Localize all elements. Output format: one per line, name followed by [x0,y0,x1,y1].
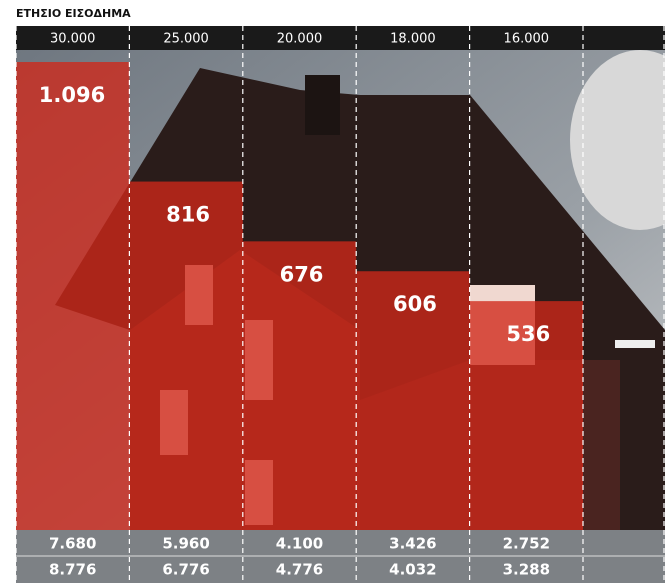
table-cell: 6.776 [162,561,209,579]
header-band [16,26,665,50]
x-tick-label: 20.000 [277,32,323,47]
value-label: 536 [506,322,550,346]
table-cell: 4.032 [389,561,436,579]
value-label: 816 [166,203,210,227]
table-cell: 3.288 [503,561,550,579]
bar [129,182,242,530]
table-cell: 2.752 [503,535,550,553]
chart-title: ΕΤΗΣΙΟ ΕΙΣΟΔΗΜΑ [16,7,131,20]
chart: ΕΤΗΣΙΟ ΕΙΣΟΔΗΜΑ 1.096 30.000 816 25.000 676 2… [0,0,665,583]
table-cell: 7.680 [49,535,96,553]
table-cell: 8.776 [49,561,96,579]
value-label: 676 [280,262,324,286]
value-label: 1.096 [39,83,105,107]
table-cell: 4.100 [276,535,323,553]
table-cell: 4.776 [276,561,323,579]
table-cell: 5.960 [162,535,209,553]
x-tick-label: 16.000 [504,32,550,47]
table-cell: 3.426 [389,535,436,553]
x-tick-label: 25.000 [163,32,209,47]
value-label: 606 [393,292,437,316]
x-tick-label: 30.000 [50,32,96,47]
bar [16,62,129,530]
x-tick-label: 18.000 [390,32,436,47]
